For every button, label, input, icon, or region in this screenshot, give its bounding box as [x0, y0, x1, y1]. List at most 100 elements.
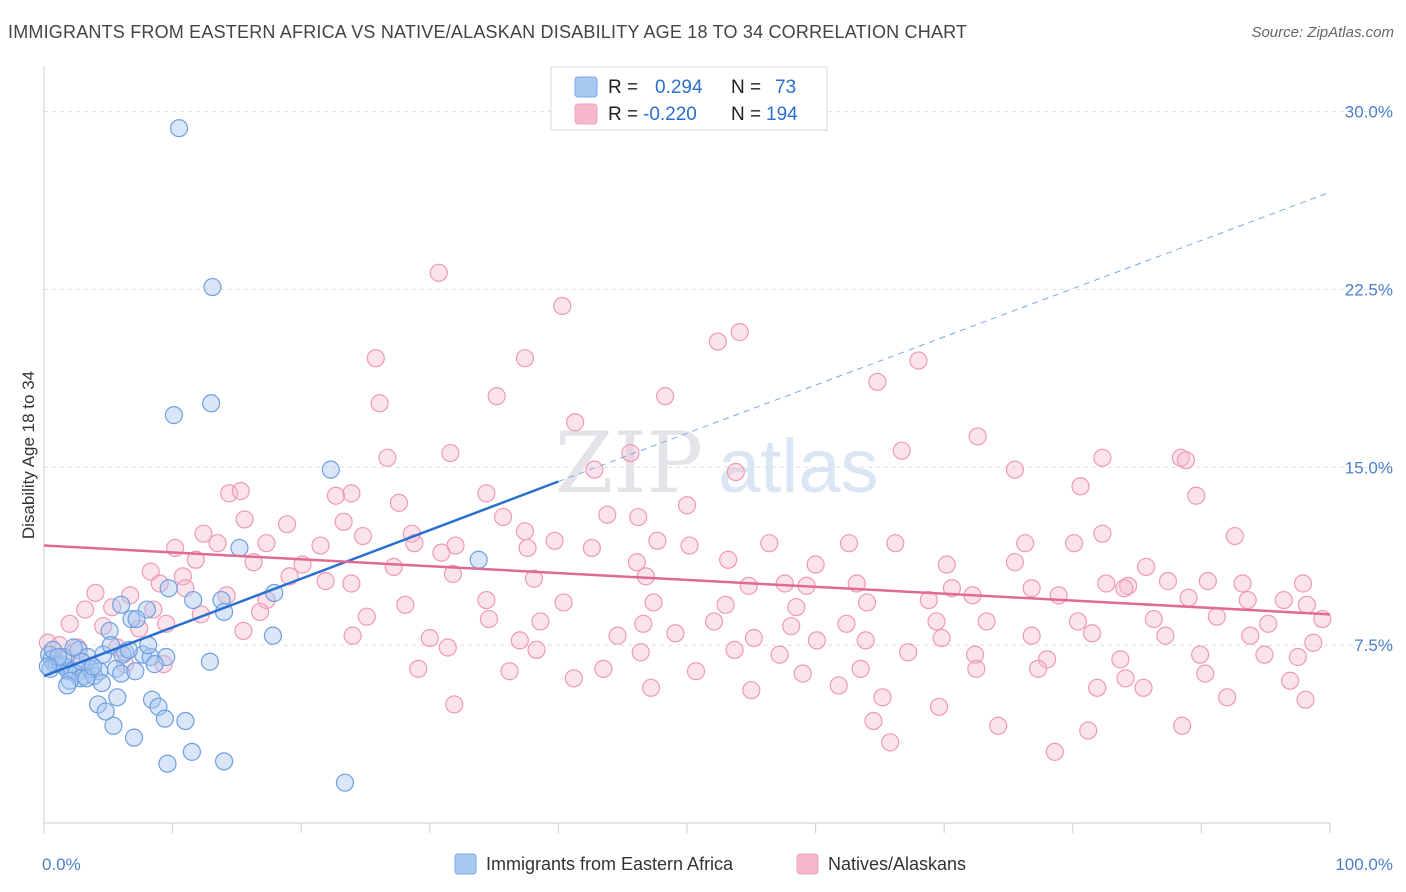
point-natives-99 — [554, 593, 573, 612]
point-natives-10 — [370, 394, 389, 413]
point-eastern-africa-4 — [321, 460, 340, 479]
point-natives-80 — [775, 574, 794, 593]
point-eastern-africa-62 — [335, 773, 355, 792]
point-natives-182 — [564, 669, 583, 688]
point-natives-157 — [725, 640, 744, 659]
point-natives-188 — [1088, 678, 1107, 697]
point-natives-20 — [585, 460, 604, 479]
point-eastern-africa-44 — [58, 676, 77, 695]
point-natives-109 — [1238, 590, 1257, 610]
point-natives-11 — [566, 413, 585, 432]
point-natives-119 — [531, 612, 550, 631]
legend-swatch-blue — [574, 76, 598, 98]
point-natives-38 — [194, 524, 213, 543]
point-natives-159 — [899, 643, 918, 662]
point-natives-44 — [680, 536, 699, 555]
point-eastern-africa-60 — [158, 754, 177, 773]
point-eastern-africa-0 — [169, 119, 189, 138]
point-natives-158 — [770, 645, 789, 664]
trend-line-eastern-africa-extension — [558, 191, 1331, 482]
point-natives-62 — [384, 557, 403, 576]
point-natives-116 — [250, 602, 270, 622]
point-natives-163 — [1191, 645, 1210, 664]
point-natives-102 — [787, 598, 806, 617]
watermark-zip: ZIP — [555, 414, 703, 512]
point-natives-9 — [868, 372, 887, 392]
point-natives-45 — [760, 534, 779, 553]
point-natives-136 — [343, 626, 362, 645]
point-eastern-africa-6 — [469, 550, 488, 569]
point-natives-101 — [716, 595, 735, 614]
point-natives-49 — [1064, 534, 1084, 553]
point-natives-147 — [1156, 626, 1175, 645]
point-eastern-africa-3 — [202, 394, 221, 413]
bottom-legend-swatch-blue — [454, 853, 477, 875]
point-natives-67 — [806, 555, 825, 574]
point-natives-146 — [1082, 624, 1102, 643]
point-natives-54 — [257, 534, 276, 553]
point-natives-177 — [1028, 659, 1048, 678]
point-natives-139 — [608, 626, 627, 645]
point-natives-74 — [316, 572, 335, 591]
point-eastern-africa-7 — [159, 579, 178, 598]
point-natives-23 — [1071, 477, 1090, 496]
point-natives-64 — [582, 538, 601, 558]
point-natives-41 — [515, 522, 535, 541]
point-natives-114 — [144, 600, 163, 619]
point-natives-184 — [742, 681, 761, 700]
point-natives-174 — [793, 664, 812, 683]
point-natives-110 — [1274, 590, 1293, 610]
point-natives-27 — [342, 484, 361, 503]
point-natives-87 — [1158, 572, 1178, 591]
point-natives-29 — [389, 493, 409, 512]
point-eastern-africa-14 — [122, 609, 141, 629]
point-natives-144 — [932, 628, 951, 648]
point-natives-126 — [1068, 612, 1088, 631]
point-natives-15 — [1176, 451, 1196, 470]
point-natives-51 — [1225, 526, 1244, 546]
trend-lines — [43, 191, 1331, 678]
point-natives-129 — [1259, 614, 1278, 633]
point-natives-156 — [631, 643, 650, 662]
point-natives-145 — [1022, 626, 1041, 645]
point-eastern-africa-5 — [230, 538, 249, 558]
point-natives-103 — [857, 593, 877, 612]
point-natives-192 — [864, 711, 883, 731]
point-eastern-africa-27 — [263, 626, 283, 645]
trend-line-natives — [43, 544, 1331, 616]
point-natives-31 — [677, 496, 697, 515]
point-natives-183 — [641, 678, 661, 697]
point-natives-127 — [1144, 609, 1163, 629]
point-natives-89 — [1233, 574, 1252, 593]
point-natives-69 — [1005, 553, 1025, 572]
point-natives-70 — [1137, 557, 1156, 576]
point-natives-193 — [989, 716, 1008, 735]
point-natives-13 — [1093, 448, 1112, 467]
point-eastern-africa-1 — [203, 277, 222, 297]
axes — [43, 66, 1331, 833]
legend-n-label-blue: N = — [731, 77, 761, 98]
y-tick-label-2: 22.5% — [1345, 280, 1393, 299]
point-natives-32 — [629, 507, 648, 527]
point-natives-143 — [856, 631, 875, 650]
point-natives-55 — [311, 536, 330, 555]
point-natives-137 — [420, 628, 439, 648]
point-natives-175 — [851, 659, 870, 678]
point-natives-6 — [909, 351, 928, 370]
point-natives-84 — [1022, 579, 1041, 598]
point-natives-155 — [527, 640, 546, 659]
point-natives-98 — [477, 590, 496, 610]
point-natives-1 — [553, 296, 572, 316]
y-tick-label-1: 15.0% — [1345, 458, 1393, 477]
point-eastern-africa-59 — [182, 742, 201, 761]
point-natives-122 — [782, 617, 801, 636]
point-eastern-africa-2 — [164, 406, 183, 425]
point-natives-173 — [686, 662, 706, 681]
point-natives-2 — [708, 332, 727, 351]
watermark: ZIP atlas — [555, 414, 879, 512]
point-natives-36 — [277, 515, 297, 534]
point-natives-196 — [1045, 742, 1064, 761]
point-natives-189 — [1134, 678, 1153, 697]
point-natives-5 — [515, 349, 535, 368]
